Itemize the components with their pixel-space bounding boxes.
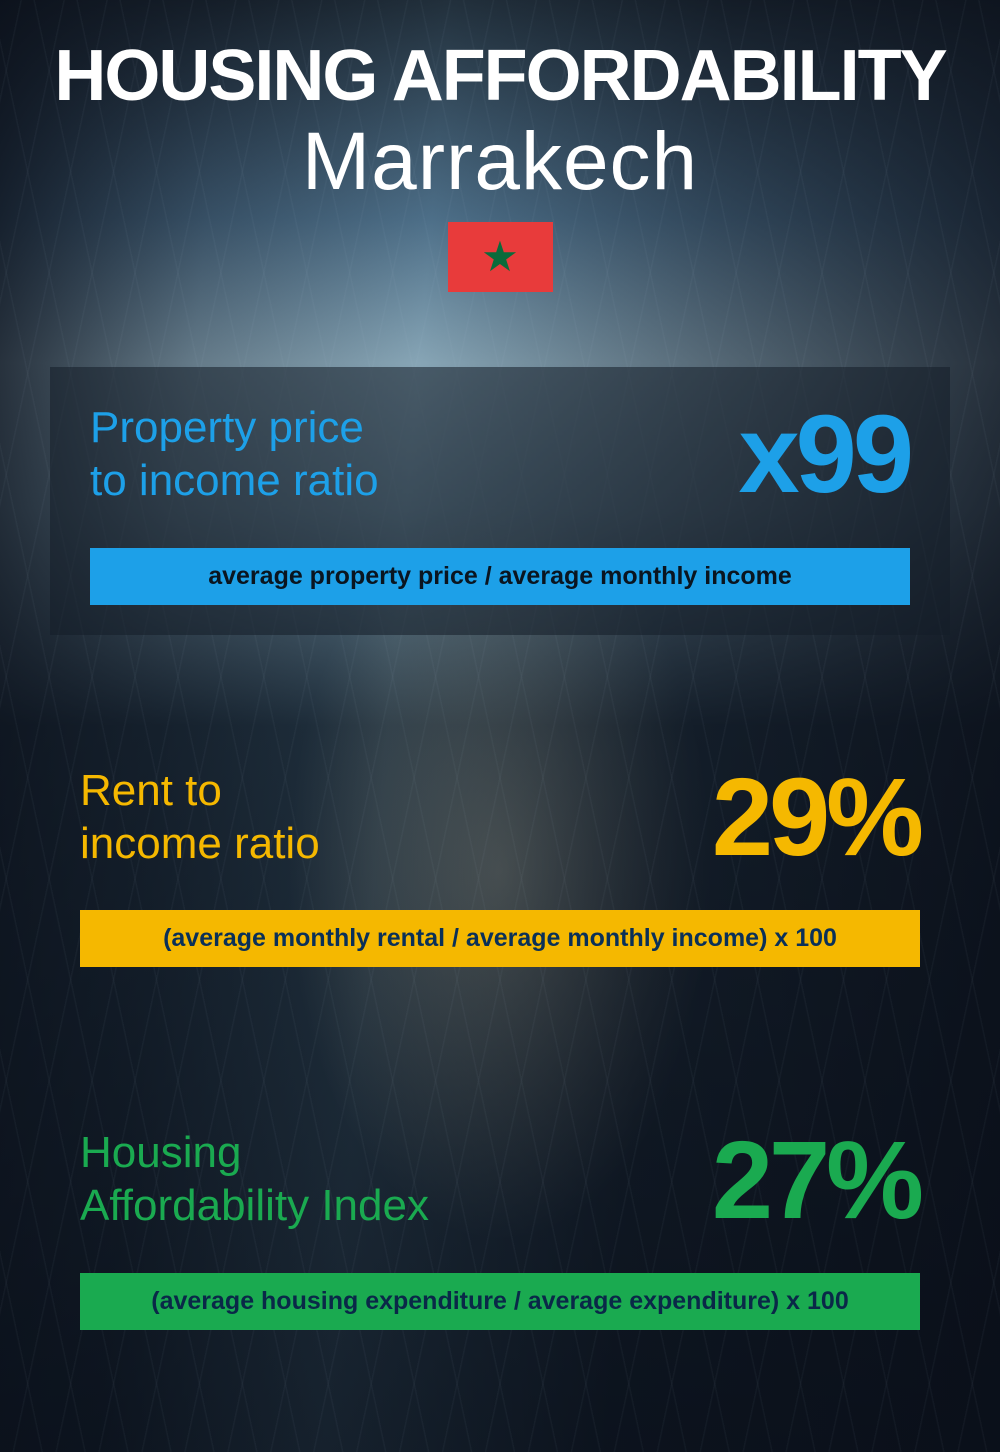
metric-row: Rent to income ratio 29%: [80, 765, 920, 871]
metric-card-affordability-index: Housing Affordability Index 27% (average…: [50, 1092, 950, 1360]
infographic-container: HOUSING AFFORDABILITY Marrakech ★ Proper…: [0, 0, 1000, 1452]
metric-value: x99: [738, 405, 910, 504]
formula-bar: (average monthly rental / average monthl…: [80, 910, 920, 967]
metric-row: Property price to income ratio x99: [90, 402, 910, 508]
main-title: HOUSING AFFORDABILITY: [50, 40, 950, 112]
formula-bar: (average housing expenditure / average e…: [80, 1273, 920, 1330]
metric-value: 29%: [712, 768, 920, 867]
metric-card-rent: Rent to income ratio 29% (average monthl…: [50, 730, 950, 998]
morocco-flag-icon: ★: [448, 222, 553, 292]
metric-label: Rent to income ratio: [80, 765, 320, 871]
metric-label: Housing Affordability Index: [80, 1127, 429, 1233]
metric-label: Property price to income ratio: [90, 402, 379, 508]
metric-row: Housing Affordability Index 27%: [80, 1127, 920, 1233]
header: HOUSING AFFORDABILITY Marrakech ★: [50, 40, 950, 297]
metric-card-property-price: Property price to income ratio x99 avera…: [50, 367, 950, 635]
flag-star-icon: ★: [481, 236, 519, 278]
formula-bar: average property price / average monthly…: [90, 548, 910, 605]
city-subtitle: Marrakech: [50, 117, 950, 207]
metric-value: 27%: [712, 1131, 920, 1230]
